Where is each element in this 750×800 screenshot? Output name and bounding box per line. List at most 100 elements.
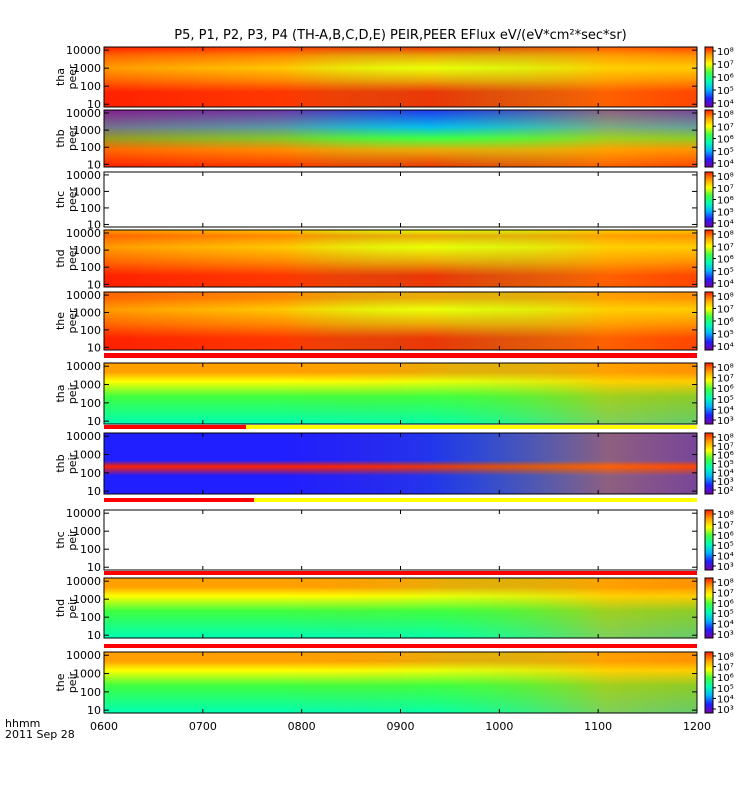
panel-label: the: [54, 673, 67, 691]
y-tick-label: 10: [87, 158, 101, 171]
y-tick-label: 1000: [73, 306, 101, 319]
colorbar-tick-label: 10⁷: [717, 442, 734, 453]
y-tick-label: 10: [87, 218, 101, 231]
colorbar: [704, 229, 714, 288]
x-tick-label: 0900: [387, 720, 415, 733]
spectrogram-overlay: [104, 578, 697, 638]
y-tick-label: 100: [80, 141, 101, 154]
time-axis-label: hhmm: [5, 717, 41, 730]
panel-label: thd: [54, 249, 67, 267]
status-bar: [104, 571, 697, 575]
y-tick-label: 10000: [66, 107, 101, 120]
y-tick-label: 10: [87, 415, 101, 428]
colorbar-tick-label: 10⁴: [717, 99, 734, 110]
y-tick-label: 10000: [66, 575, 101, 588]
panel-label: peer: [66, 246, 79, 272]
y-tick-label: 10000: [66, 430, 101, 443]
colorbar-tick-label: 10⁶: [717, 531, 734, 542]
colorbar-tick-label: 10⁵: [717, 609, 734, 620]
panel-label: peir: [66, 382, 79, 404]
y-tick-label: 10000: [66, 507, 101, 520]
y-tick-label: 10000: [66, 289, 101, 302]
colorbar-tick-label: 10⁴: [717, 405, 734, 416]
colorbar-tick-label: 10⁷: [717, 663, 734, 674]
colorbar: [704, 651, 714, 714]
colorbar-tick-label: 10⁴: [717, 552, 734, 563]
colorbar-tick-label: 10⁴: [717, 342, 734, 353]
panel-label: peer: [66, 308, 79, 334]
colorbar-tick-label: 10³: [717, 562, 734, 573]
x-tick-label: 1200: [683, 720, 711, 733]
colorbar-tick-label: 10⁷: [717, 60, 734, 71]
status-bar: [246, 425, 697, 429]
colorbar-tick-label: 10⁶: [717, 196, 734, 207]
panel-label: thc: [54, 531, 67, 548]
y-tick-label: 1000: [73, 62, 101, 75]
colorbar-tick-label: 10⁸: [717, 363, 734, 374]
colorbar-tick-label: 10⁵: [717, 267, 734, 278]
y-tick-label: 10: [87, 98, 101, 111]
colorbar-tick-label: 10⁵: [717, 207, 734, 218]
empty-panel-area: [104, 172, 697, 227]
status-bar: [104, 498, 254, 502]
colorbar-tick-label: 10⁶: [717, 317, 734, 328]
y-tick-label: 10: [87, 704, 101, 717]
colorbar-tick-label: 10⁶: [717, 384, 734, 395]
y-tick-label: 10000: [66, 169, 101, 182]
colorbar-tick-label: 10⁸: [717, 47, 734, 58]
colorbar-tick-label: 10⁴: [717, 468, 734, 479]
panel-label: tha: [54, 68, 67, 86]
colorbar-tick-label: 10³: [717, 705, 734, 716]
y-tick-label: 10: [87, 278, 101, 291]
y-tick-label: 100: [80, 686, 101, 699]
colorbar-tick-label: 10⁷: [717, 374, 734, 385]
chart-title: P5, P1, P2, P3, P4 (TH-A,B,C,D,E) PEIR,P…: [174, 28, 627, 43]
spectrogram-panel: 10 100 1000 10000 tha peer 10⁸ 10⁷ 10⁶ 10⁵ 10⁴: [54, 44, 734, 111]
y-tick-label: 1000: [73, 379, 101, 392]
colorbar-tick-label: 10⁵: [717, 395, 734, 406]
colorbar-tick-label: 10⁸: [717, 292, 734, 303]
colorbar-tick-label: 10⁸: [717, 652, 734, 663]
colorbar: [704, 291, 714, 351]
spectrogram-overlay: [104, 230, 697, 287]
panel-label: peir: [66, 671, 79, 693]
y-tick-label: 100: [80, 202, 101, 215]
colorbar-tick-label: 10⁵: [717, 330, 734, 341]
colorbar-tick-label: 10⁴: [717, 694, 734, 705]
spectrogram-panel: 10 100 1000 10000 thb peir 10⁸10⁷10⁶10⁵10⁴10³1…: [54, 430, 734, 498]
colorbar: [704, 509, 714, 571]
date-label: 2011 Sep 28: [5, 728, 75, 741]
colorbar-tick-label: 10⁷: [717, 242, 734, 253]
colorbar-tick-label: 10⁸: [717, 230, 734, 241]
colorbar-tick-label: 10⁵: [717, 86, 734, 97]
colorbar: [704, 432, 714, 495]
colorbar: [704, 577, 714, 639]
status-bar: [104, 353, 697, 358]
colorbar-tick-label: 10⁴: [717, 159, 734, 170]
x-tick-label: 0600: [90, 720, 118, 733]
status-bar: [104, 425, 246, 429]
panel-label: peir: [66, 597, 79, 619]
y-tick-label: 1000: [73, 244, 101, 257]
colorbar-tick-label: 10⁴: [717, 279, 734, 290]
colorbar-tick-label: 10⁷: [717, 520, 734, 531]
y-tick-label: 10: [87, 561, 101, 574]
y-tick-label: 100: [80, 324, 101, 337]
x-tick-label: 1100: [584, 720, 612, 733]
y-tick-label: 1000: [73, 449, 101, 462]
colorbar-tick-label: 10⁶: [717, 451, 734, 462]
x-tick-label: 0800: [288, 720, 316, 733]
colorbar-tick-label: 10⁷: [717, 305, 734, 316]
y-tick-label: 10: [87, 485, 101, 498]
colorbar: [704, 362, 714, 425]
panel-label: tha: [54, 384, 67, 402]
colorbar-tick-label: 10⁶: [717, 673, 734, 684]
y-tick-label: 10: [87, 629, 101, 642]
panel-label: thd: [54, 599, 67, 617]
colorbar-tick-label: 10⁷: [717, 588, 734, 599]
